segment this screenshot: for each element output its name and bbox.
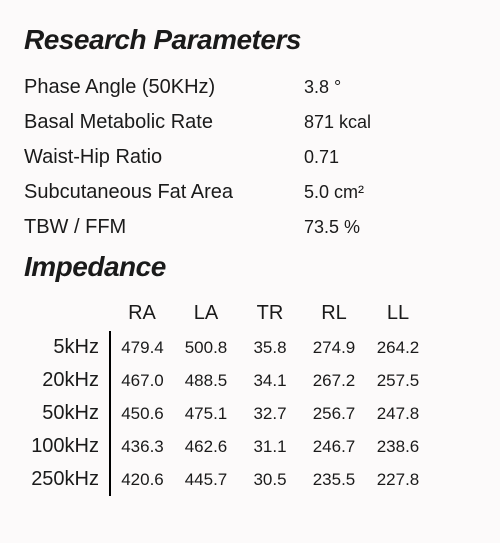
impedance-row: 50kHz450.6475.132.7256.7247.8 [24,397,430,430]
impedance-cell: 32.7 [238,397,302,430]
param-label: TBW / FFM [24,216,304,239]
param-row: Phase Angle (50KHz)3.8 ° [24,70,476,105]
impedance-cell: 235.5 [302,463,366,496]
impedance-cell: 246.7 [302,430,366,463]
impedance-cell: 467.0 [110,364,174,397]
impedance-cell: 445.7 [174,463,238,496]
param-row: Subcutaneous Fat Area5.0 cm² [24,175,476,210]
impedance-cell: 479.4 [110,331,174,364]
impedance-row: 20kHz467.0488.534.1267.2257.5 [24,364,430,397]
impedance-freq-cell: 20kHz [24,364,110,397]
impedance-cell: 256.7 [302,397,366,430]
impedance-cell: 500.8 [174,331,238,364]
impedance-col-header: RA [110,297,174,331]
impedance-freq-cell: 5kHz [24,331,110,364]
impedance-title: Impedance [24,251,476,283]
param-value: 3.8 ° [304,77,341,98]
impedance-cell: 247.8 [366,397,430,430]
param-label: Waist-Hip Ratio [24,146,304,169]
impedance-cell: 450.6 [110,397,174,430]
impedance-col-header: RL [302,297,366,331]
impedance-table: RALATRRLLL 5kHz479.4500.835.8274.9264.22… [24,297,430,496]
impedance-col-header: LL [366,297,430,331]
param-value: 73.5 % [304,217,360,238]
impedance-cell: 238.6 [366,430,430,463]
research-parameters-title: Research Parameters [24,24,476,56]
impedance-cell: 31.1 [238,430,302,463]
impedance-col-header: LA [174,297,238,331]
impedance-header-blank [24,297,110,331]
param-label: Subcutaneous Fat Area [24,181,304,204]
impedance-row: 100kHz436.3462.631.1246.7238.6 [24,430,430,463]
impedance-cell: 227.8 [366,463,430,496]
impedance-col-header: TR [238,297,302,331]
impedance-cell: 34.1 [238,364,302,397]
impedance-row: 250kHz420.6445.730.5235.5227.8 [24,463,430,496]
impedance-cell: 264.2 [366,331,430,364]
param-value: 5.0 cm² [304,182,364,203]
param-row: Basal Metabolic Rate871 kcal [24,105,476,140]
param-label: Basal Metabolic Rate [24,111,304,134]
impedance-header-row: RALATRRLLL [24,297,430,331]
impedance-cell: 436.3 [110,430,174,463]
impedance-row: 5kHz479.4500.835.8274.9264.2 [24,331,430,364]
impedance-cell: 257.5 [366,364,430,397]
param-row: Waist-Hip Ratio0.71 [24,140,476,175]
impedance-cell: 462.6 [174,430,238,463]
impedance-freq-cell: 100kHz [24,430,110,463]
impedance-cell: 274.9 [302,331,366,364]
param-value: 871 kcal [304,112,371,133]
impedance-cell: 475.1 [174,397,238,430]
impedance-freq-cell: 50kHz [24,397,110,430]
param-value: 0.71 [304,147,339,168]
impedance-cell: 488.5 [174,364,238,397]
param-label: Phase Angle (50KHz) [24,76,304,99]
impedance-cell: 267.2 [302,364,366,397]
report-page: Research Parameters Phase Angle (50KHz)3… [0,0,500,520]
research-parameters-list: Phase Angle (50KHz)3.8 °Basal Metabolic … [24,70,476,245]
impedance-cell: 420.6 [110,463,174,496]
param-row: TBW / FFM73.5 % [24,210,476,245]
impedance-cell: 35.8 [238,331,302,364]
impedance-cell: 30.5 [238,463,302,496]
impedance-freq-cell: 250kHz [24,463,110,496]
